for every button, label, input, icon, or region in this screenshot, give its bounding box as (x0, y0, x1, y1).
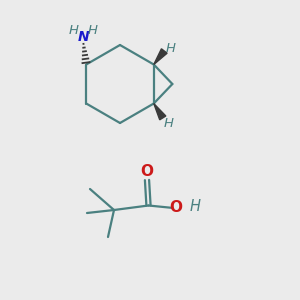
Text: H: H (166, 41, 176, 55)
Text: H: H (190, 199, 200, 214)
Text: H: H (69, 24, 79, 37)
Polygon shape (154, 103, 166, 120)
Text: H: H (164, 117, 174, 130)
Text: H: H (88, 24, 98, 37)
Polygon shape (154, 49, 167, 64)
Text: N: N (77, 30, 89, 44)
Text: O: O (140, 164, 154, 179)
Text: O: O (169, 200, 183, 215)
